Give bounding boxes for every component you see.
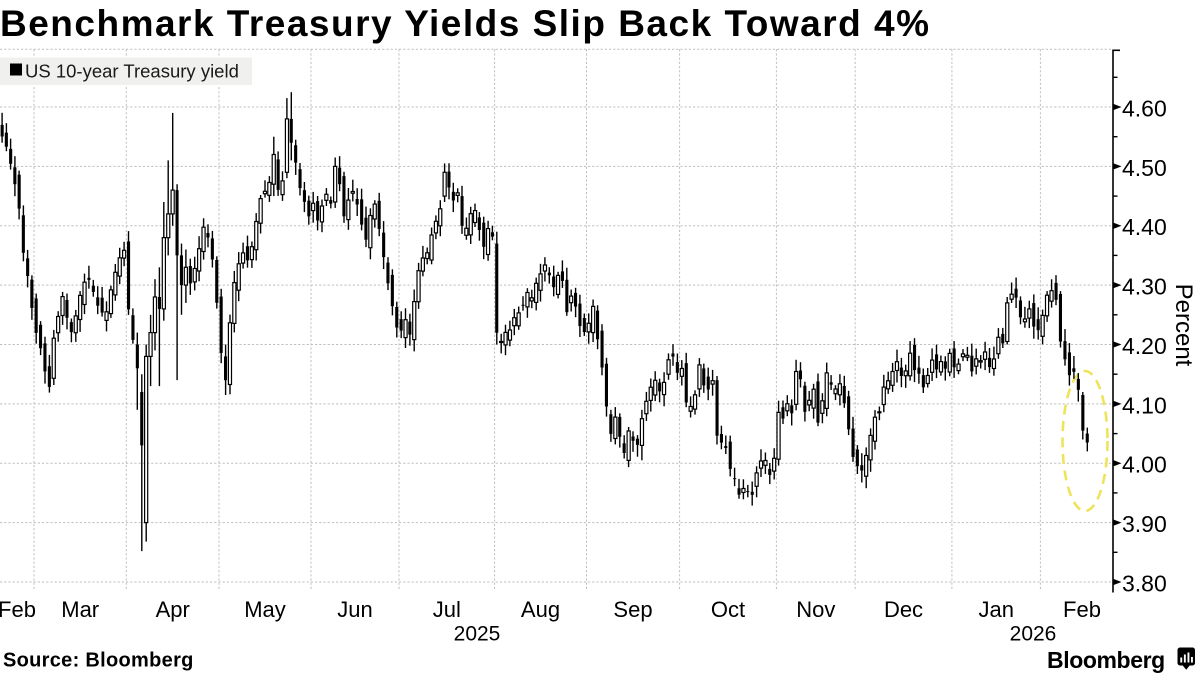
- svg-text:Nov: Nov: [796, 597, 835, 622]
- svg-text:Bloomberg: Bloomberg: [1047, 647, 1165, 673]
- svg-text:Aug: Aug: [521, 597, 560, 622]
- svg-text:US 10-year Treasury yield: US 10-year Treasury yield: [25, 61, 239, 82]
- svg-text:Sep: Sep: [613, 597, 652, 622]
- svg-text:Jul: Jul: [433, 597, 461, 622]
- svg-text:Oct: Oct: [711, 597, 745, 622]
- svg-text:4.30: 4.30: [1122, 274, 1167, 300]
- svg-text:Benchmark Treasury Yields Slip: Benchmark Treasury Yields Slip Back Towa…: [0, 3, 931, 44]
- svg-text:Source: Bloomberg: Source: Bloomberg: [3, 650, 194, 672]
- svg-text:4.60: 4.60: [1122, 96, 1167, 122]
- svg-text:4.20: 4.20: [1122, 333, 1167, 359]
- svg-text:Dec: Dec: [884, 597, 923, 622]
- svg-text:3.90: 3.90: [1122, 511, 1167, 537]
- svg-text:May: May: [244, 597, 286, 622]
- svg-text:Mar: Mar: [61, 597, 99, 622]
- svg-text:2025: 2025: [454, 623, 501, 646]
- svg-text:Feb: Feb: [1063, 597, 1101, 622]
- svg-text:2026: 2026: [1010, 623, 1057, 646]
- svg-text:Jun: Jun: [337, 597, 372, 622]
- svg-text:4.00: 4.00: [1122, 452, 1167, 478]
- svg-text:Jan: Jan: [978, 597, 1013, 622]
- svg-text:4.10: 4.10: [1122, 392, 1167, 418]
- svg-text:3.80: 3.80: [1122, 571, 1167, 597]
- svg-text:Feb: Feb: [0, 597, 36, 622]
- svg-text:Percent: Percent: [1170, 284, 1197, 367]
- svg-text:4.50: 4.50: [1122, 155, 1167, 181]
- svg-text:Apr: Apr: [156, 597, 190, 622]
- svg-text:4.40: 4.40: [1122, 214, 1167, 240]
